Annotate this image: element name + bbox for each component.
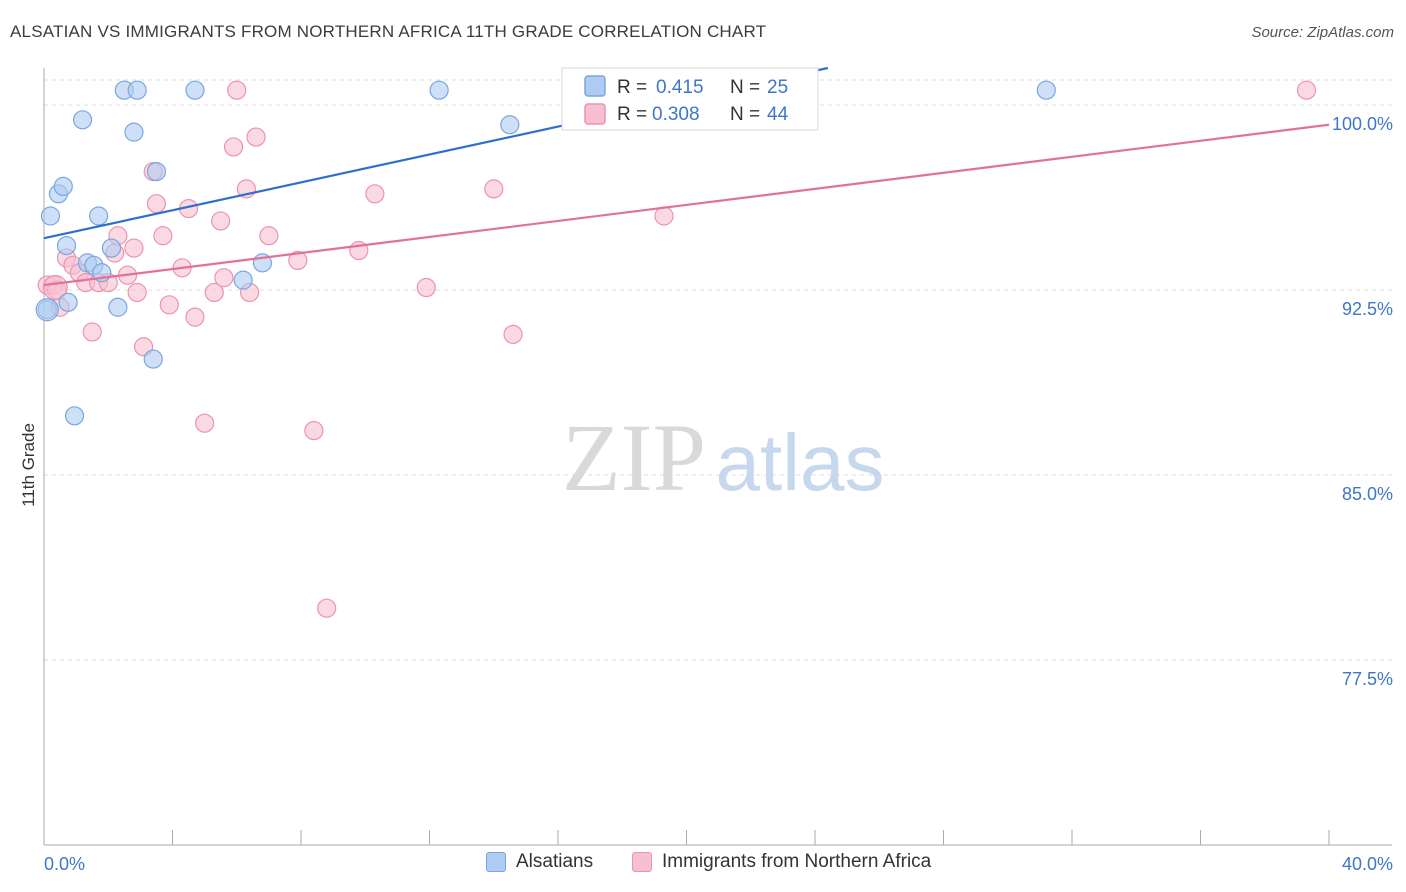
chart-title: ALSATIAN VS IMMIGRANTS FROM NORTHERN AFR… — [10, 22, 767, 41]
source-label: Source: ZipAtlas.com — [1251, 24, 1394, 41]
point-alsatians — [500, 115, 520, 135]
legend-swatch-immigrants — [584, 103, 606, 125]
legend-bottom-swatch-immigrants — [632, 852, 652, 872]
legend-bottom-label-alsatians: Alsatians — [516, 851, 594, 872]
point-alsatians — [185, 80, 205, 100]
point-immigrants — [124, 238, 144, 258]
point-immigrants — [1296, 80, 1317, 100]
y-axis-label: 11th Grade — [19, 423, 38, 507]
point-alsatians — [101, 238, 122, 258]
point-immigrants — [317, 598, 337, 618]
point-immigrants-cluster — [42, 274, 68, 301]
legend-bottom-swatch-alsatians — [486, 852, 506, 872]
point-alsatians — [89, 206, 109, 226]
point-alsatians — [1036, 80, 1056, 100]
series-alsatians — [35, 80, 1056, 426]
point-immigrants — [654, 206, 674, 226]
point-immigrants — [214, 268, 234, 288]
watermark-atlas: atlas — [716, 418, 885, 507]
point-immigrants — [211, 211, 231, 231]
watermark: ZIP atlas — [562, 404, 884, 511]
trend-line-immigrants — [43, 123, 1330, 287]
grid-lines — [44, 79, 1392, 661]
legend-item-alsatians: Alsatians — [486, 851, 593, 873]
legend-r-value-immigrants: 0.308 — [652, 104, 700, 125]
point-immigrants — [204, 282, 224, 303]
point-immigrants — [246, 127, 266, 147]
point-immigrants — [185, 307, 205, 327]
point-alsatians — [40, 206, 61, 226]
point-alsatians — [124, 122, 144, 142]
legend-r-label-immigrants: R = — [617, 104, 647, 125]
series-immigrants-northern-africa — [37, 80, 1317, 618]
legend-top: R = 0.415 N = 25 R = 0.308 N = 44 — [561, 67, 819, 131]
watermark-zip: ZIP — [562, 404, 706, 511]
x-tick-label-max: 40.0% — [1342, 854, 1393, 874]
point-immigrants — [259, 226, 279, 246]
point-immigrants — [195, 413, 215, 433]
legend-n-label-immigrants: N = — [730, 104, 760, 125]
point-immigrants — [146, 194, 167, 214]
point-alsatians — [56, 236, 77, 256]
point-alsatians — [53, 176, 73, 196]
legend-n-label-alsatians: N = — [730, 77, 760, 98]
point-immigrants — [365, 184, 385, 204]
point-immigrants — [416, 277, 436, 298]
legend-n-value-alsatians: 25 — [767, 77, 788, 98]
y-tick-label: 92.5% — [1342, 299, 1393, 319]
y-tick-label: 77.5% — [1342, 669, 1393, 689]
y-tick-label: 100.0% — [1332, 114, 1393, 134]
point-immigrants — [82, 322, 102, 342]
point-alsatians-cluster — [35, 298, 59, 322]
point-alsatians — [146, 162, 167, 182]
point-immigrants — [153, 226, 173, 246]
point-immigrants — [503, 324, 523, 344]
point-immigrants — [304, 421, 324, 441]
legend-swatch-alsatians — [584, 75, 606, 97]
point-immigrants — [484, 179, 504, 199]
point-alsatians — [58, 292, 78, 312]
y-tick-label: 85.0% — [1342, 484, 1393, 504]
point-alsatians — [72, 110, 93, 130]
legend-r-label-alsatians: R = — [617, 77, 647, 98]
axes — [43, 68, 1392, 846]
point-immigrants — [227, 80, 247, 100]
legend-bottom-label-immigrants: Immigrants from Northern Africa — [662, 851, 932, 872]
point-alsatians — [233, 270, 253, 290]
point-alsatians — [429, 80, 449, 100]
point-immigrants — [159, 295, 179, 315]
point-alsatians — [108, 297, 128, 317]
legend-n-value-immigrants: 44 — [767, 104, 789, 125]
point-alsatians — [143, 349, 163, 369]
legend-bottom: Alsatians Immigrants from Northern Afric… — [0, 851, 1406, 879]
legend-r-value-alsatians: 0.415 — [656, 77, 704, 98]
point-immigrants — [127, 282, 147, 303]
point-alsatians — [127, 80, 147, 100]
point-immigrants — [288, 250, 308, 270]
point-immigrants — [223, 137, 244, 157]
point-alsatians — [64, 406, 85, 426]
legend-item-immigrants: Immigrants from Northern Africa — [632, 851, 931, 873]
tick-labels: 77.5% 85.0% 92.5% 100.0% 0.0% 40.0% — [44, 114, 1393, 874]
x-tick-label-min: 0.0% — [44, 854, 85, 874]
